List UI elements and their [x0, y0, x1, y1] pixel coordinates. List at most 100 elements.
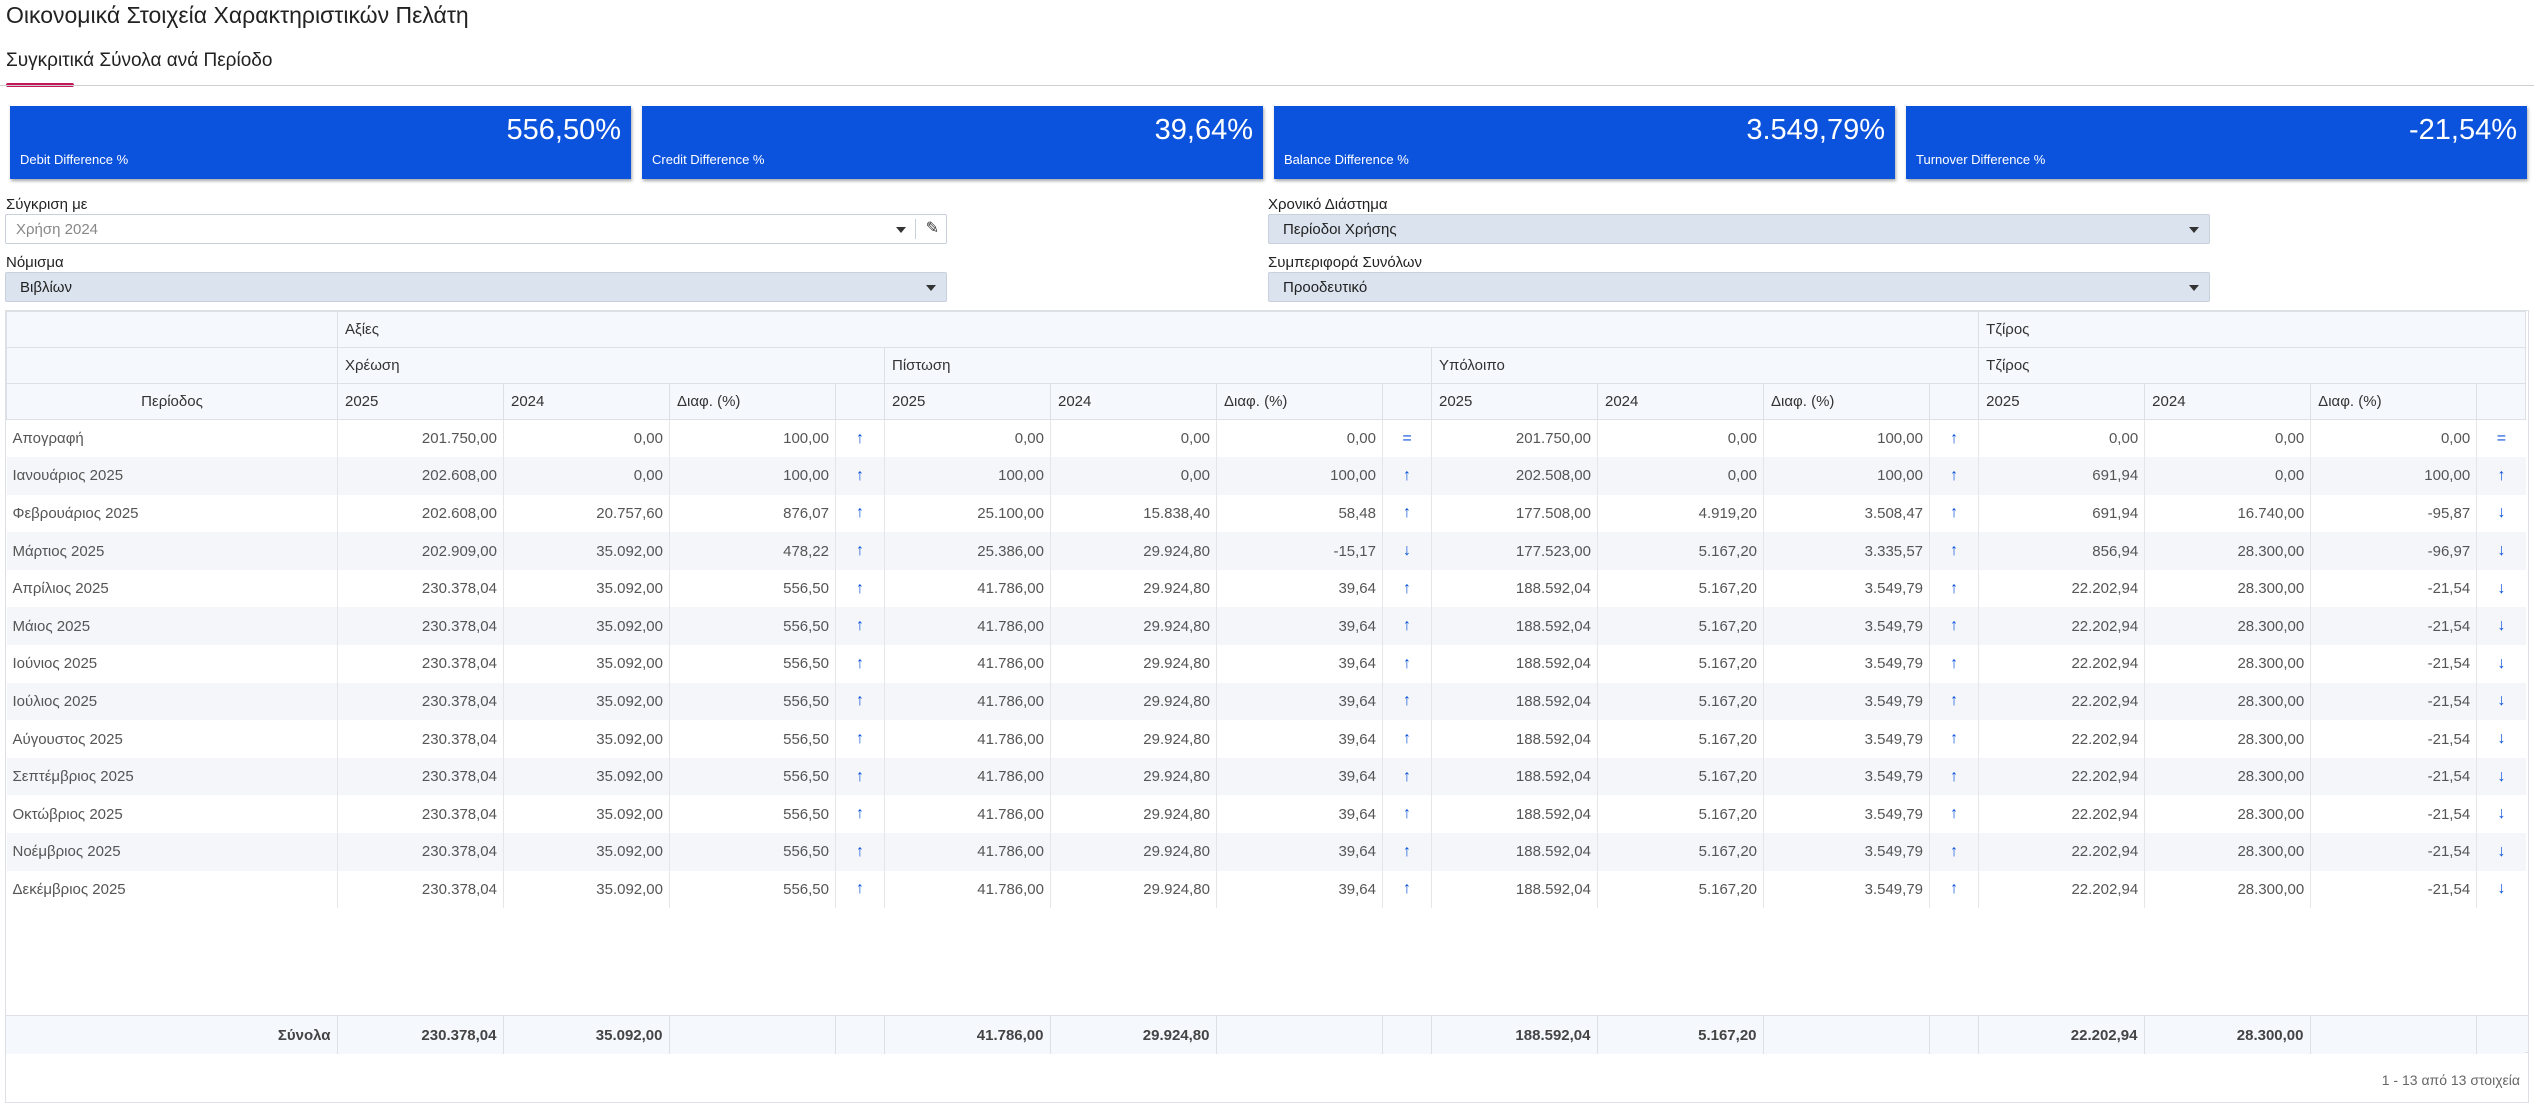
table-row[interactable]: Απρίλιος 2025 230.378,04 35.092,00 556,50 ↑ 4…	[7, 569, 2526, 608]
header-empty	[6, 311, 338, 348]
table-row[interactable]: Αύγουστος 2025 230.378,04 35.092,00 556,50 ↑…	[7, 720, 2526, 758]
value-cell: 100,00	[2310, 457, 2477, 495]
value-cell: 29.924,80	[1050, 833, 1217, 871]
table-row[interactable]: Μάρτιος 2025 202.909,00 35.092,00 478,22 ↑ 25…	[6, 532, 2526, 570]
value-cell: 35.092,00	[503, 757, 670, 796]
pencil-icon[interactable]: ✎	[925, 220, 939, 237]
value-cell: 0,00	[503, 457, 670, 495]
totals-cell: 29.924,80	[1049, 1016, 1216, 1054]
column-header-trend[interactable]	[835, 383, 885, 420]
tab-comparative-totals[interactable]: Συγκριτικά Σύνολα ανά Περίοδο	[6, 50, 273, 71]
column-header-2025[interactable]: 2025	[1978, 383, 2146, 420]
period-select[interactable]: Περίοδοι Χρήσης	[1268, 214, 2210, 244]
value-cell: 29.924,80	[1050, 795, 1217, 834]
kpi-label: Debit Difference %	[20, 152, 129, 167]
kpi-turnover-difference: -21,54% Turnover Difference %	[1906, 106, 2527, 179]
value-cell: 22.202,94	[1978, 682, 2145, 721]
behavior-select[interactable]: Προοδευτικό	[1268, 272, 2210, 302]
column-header-2025[interactable]: 2025	[1431, 383, 1598, 420]
value-cell: 100,00	[669, 457, 836, 495]
table-row[interactable]: Ιανουάριος 2025 202.608,00 0,00 100,00 ↑ 100,…	[6, 457, 2526, 495]
column-header-trend[interactable]	[1928, 383, 1980, 420]
totals-cell	[1928, 1016, 1978, 1054]
value-cell: 28.300,00	[2144, 870, 2311, 909]
value-cell: 556,50	[669, 720, 836, 758]
value-cell: 5.167,20	[1597, 795, 1764, 834]
value-cell: 29.924,80	[1050, 569, 1217, 608]
value-cell: 691,94	[1978, 494, 2145, 533]
value-cell: 0,00	[503, 419, 670, 458]
column-header-period[interactable]: Περίοδος	[6, 383, 338, 420]
table-row[interactable]: Σεπτέμβριος 2025 230.378,04 35.092,00 556,5…	[6, 757, 2526, 796]
totals-cell	[2309, 1016, 2476, 1054]
compare-select[interactable]: Χρήση 2024 ✎	[5, 214, 947, 244]
value-cell: 0,00	[1597, 457, 1764, 495]
value-cell: 16.740,00	[2144, 494, 2311, 533]
column-header-2025[interactable]: 2025	[884, 383, 1051, 420]
column-header-diff[interactable]: Διαφ. (%)	[2310, 383, 2478, 420]
table-row[interactable]: Ιούνιος 2025 230.378,04 35.092,00 556,50 ↑ 41…	[7, 645, 2526, 683]
column-header-trend[interactable]	[2476, 383, 2527, 420]
value-cell: 39,64	[1216, 645, 1383, 683]
currency-value: Βιβλίων	[20, 279, 73, 296]
period-cell: Ιούνιος 2025	[12, 655, 98, 673]
kpi-debit-difference: 556,50% Debit Difference %	[10, 106, 631, 179]
value-cell: -21,54	[2310, 870, 2477, 909]
comparison-grid: Αξίες Τζίρος Χρέωση Πίστωση Υπόλοιπο Τζί…	[5, 310, 2529, 1103]
arrow-up-icon: ↑	[1928, 532, 1979, 570]
arrow-down-icon: ↓	[2476, 682, 2526, 721]
totals-table: Σύνολα 230.378,04 35.092,00 41.786,00 29.924…	[6, 1016, 2525, 1054]
column-header-2024[interactable]: 2024	[1050, 383, 1217, 420]
kpi-label: Credit Difference %	[652, 152, 765, 167]
arrow-up-icon: ↑	[835, 607, 885, 646]
value-cell: 28.300,00	[2144, 720, 2311, 758]
value-cell: 100,00	[1216, 457, 1383, 495]
table-row[interactable]: Δεκέμβριος 2025 230.378,04 35.092,00 556,50…	[7, 870, 2526, 909]
value-cell: 230.378,04	[337, 720, 504, 758]
arrow-up-icon: ↑	[835, 645, 885, 683]
value-cell: 188.592,04	[1431, 645, 1598, 683]
table-row[interactable]: Νοέμβριος 2025 230.378,04 35.092,00 556,50 ↑…	[6, 833, 2526, 871]
period-cell: Μάιος 2025	[6, 607, 338, 646]
value-cell: 28.300,00	[2144, 607, 2311, 646]
column-header-2024[interactable]: 2024	[1597, 383, 1764, 420]
column-header-diff[interactable]: Διαφ. (%)	[1216, 383, 1383, 420]
column-header-2024[interactable]: 2024	[2144, 383, 2312, 420]
value-cell: 22.202,94	[1978, 720, 2145, 758]
column-header-diff[interactable]: Διαφ. (%)	[1763, 383, 1930, 420]
value-cell: 58,48	[1216, 494, 1383, 533]
value-cell: 230.378,04	[337, 870, 504, 909]
table-row[interactable]: Ιούλιος 2025 230.378,04 35.092,00 556,50 ↑ 41…	[6, 682, 2526, 721]
currency-select[interactable]: Βιβλίων	[5, 272, 947, 302]
arrow-up-icon: ↑	[1382, 494, 1432, 533]
chevron-down-icon[interactable]	[896, 227, 906, 233]
table-row[interactable]: Οκτώβριος 2025 230.378,04 35.092,00 556,50 ↑…	[7, 795, 2526, 834]
value-cell: 20.757,60	[503, 494, 670, 533]
arrow-up-icon: ↑	[835, 870, 885, 909]
column-header-2024[interactable]: 2024	[503, 383, 670, 420]
column-header-2025[interactable]: 2025	[337, 383, 504, 420]
value-cell: -95,87	[2310, 494, 2477, 533]
table-row[interactable]: Φεβρουάριος 2025 202.608,00 20.757,60 876,0…	[7, 494, 2526, 533]
value-cell: 3.549,79	[1763, 757, 1930, 796]
column-header-diff[interactable]: Διαφ. (%)	[669, 383, 836, 420]
column-header-trend[interactable]	[1382, 383, 1432, 420]
value-cell: 35.092,00	[503, 645, 670, 683]
value-cell: 856,94	[1978, 532, 2145, 570]
value-cell: 230.378,04	[337, 757, 504, 796]
value-cell: 201.750,00	[337, 419, 504, 458]
arrow-up-icon: ↑	[1928, 757, 1979, 796]
totals-cell: 22.202,94	[1977, 1016, 2144, 1054]
value-cell: 0,00	[1216, 419, 1383, 458]
table-row[interactable]: Μάιος 2025 230.378,04 35.092,00 556,50 ↑ 41.7…	[6, 607, 2526, 646]
subheader-debit: Χρέωση	[337, 347, 885, 384]
totals-label: Σύνολα	[6, 1016, 337, 1054]
arrow-up-icon: ↑	[2476, 457, 2526, 495]
arrow-up-icon: ↑	[835, 795, 885, 834]
value-cell: 28.300,00	[2144, 757, 2311, 796]
value-cell: 0,00	[884, 419, 1051, 458]
table-row[interactable]: Απογραφή 201.750,00 0,00 100,00 ↑ 0,00 0,00 0,0…	[7, 419, 2526, 458]
kpi-value: 556,50%	[506, 114, 622, 146]
grid-table: Αξίες Τζίρος Χρέωση Πίστωση Υπόλοιπο Τζί…	[6, 311, 2527, 909]
value-cell: -15,17	[1216, 532, 1383, 570]
